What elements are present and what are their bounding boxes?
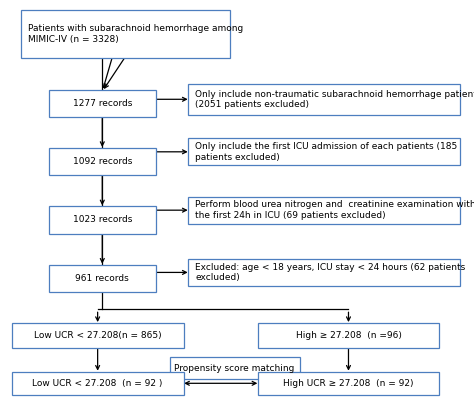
Text: High UCR ≥ 27.208  (n = 92): High UCR ≥ 27.208 (n = 92) [283, 379, 414, 388]
Text: Propensity score matching: Propensity score matching [174, 364, 295, 373]
FancyBboxPatch shape [170, 357, 300, 380]
FancyBboxPatch shape [188, 84, 460, 115]
FancyBboxPatch shape [258, 323, 439, 348]
Text: Perform blood urea nitrogen and  creatinine examination within
the first 24h in : Perform blood urea nitrogen and creatini… [195, 200, 474, 220]
FancyBboxPatch shape [49, 148, 155, 175]
FancyBboxPatch shape [258, 372, 439, 395]
FancyBboxPatch shape [49, 206, 155, 233]
FancyBboxPatch shape [12, 323, 183, 348]
Text: Only include non-traumatic subarachnoid hemorrhage patients
(2051 patients exclu: Only include non-traumatic subarachnoid … [195, 90, 474, 109]
FancyBboxPatch shape [12, 372, 183, 395]
Text: Only include the first ICU admission of each patients (185
patients excluded): Only include the first ICU admission of … [195, 142, 457, 162]
Text: Low UCR < 27.208  (n = 92 ): Low UCR < 27.208 (n = 92 ) [32, 379, 163, 388]
FancyBboxPatch shape [49, 90, 155, 117]
Text: 1092 records: 1092 records [73, 157, 132, 166]
Text: Patients with subarachnoid hemorrhage among
MIMIC-IV (n = 3328): Patients with subarachnoid hemorrhage am… [28, 25, 243, 44]
Text: 1023 records: 1023 records [73, 216, 132, 224]
FancyBboxPatch shape [188, 259, 460, 286]
Text: 1277 records: 1277 records [73, 99, 132, 108]
Text: High ≥ 27.208  (n =96): High ≥ 27.208 (n =96) [296, 331, 401, 340]
FancyBboxPatch shape [188, 138, 460, 166]
Text: Low UCR < 27.208(n = 865): Low UCR < 27.208(n = 865) [34, 331, 162, 340]
FancyBboxPatch shape [188, 197, 460, 224]
FancyBboxPatch shape [21, 10, 230, 58]
Text: Excluded: age < 18 years, ICU stay < 24 hours (62 patients
excluded): Excluded: age < 18 years, ICU stay < 24 … [195, 263, 465, 282]
Text: 961 records: 961 records [75, 274, 129, 283]
FancyBboxPatch shape [49, 265, 155, 292]
